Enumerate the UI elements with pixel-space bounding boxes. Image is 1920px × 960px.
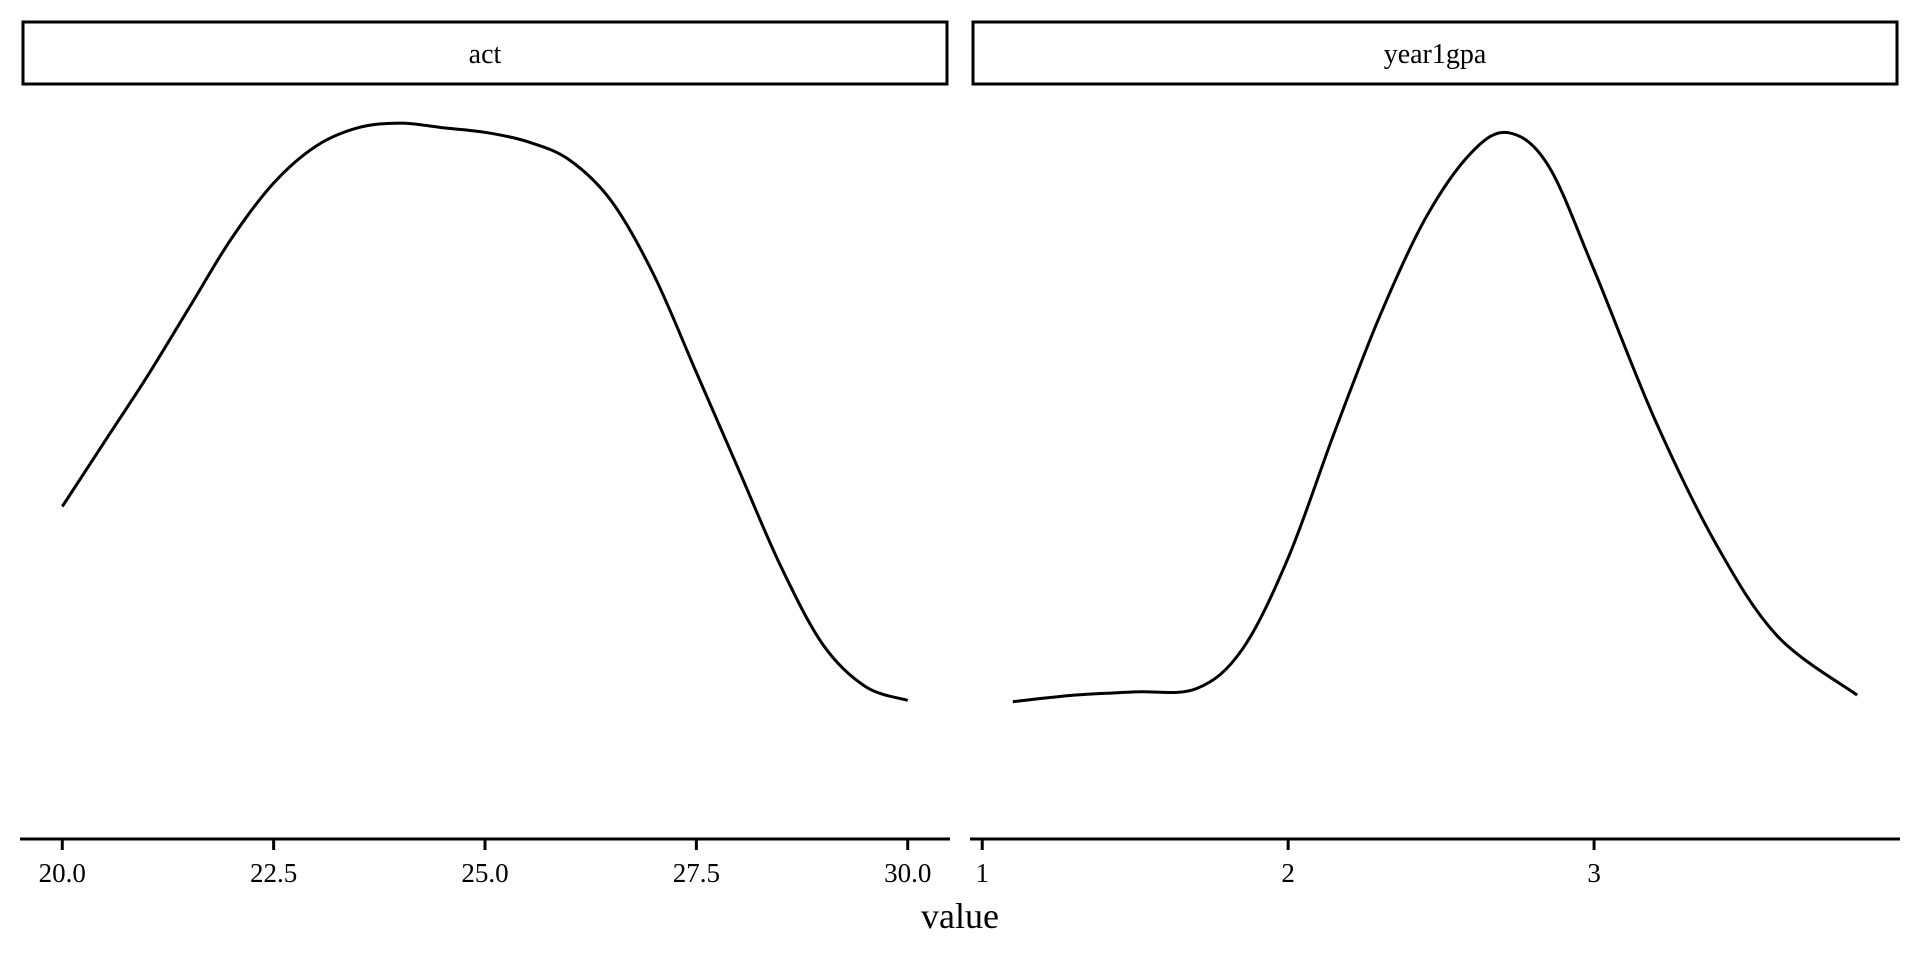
x-ticks-year1gpa: 1 2 3: [975, 839, 1601, 888]
panel-act: act 20.0 22.5 25.0 27.5 30.0: [20, 20, 950, 888]
x-tick-label: 27.5: [673, 858, 720, 888]
panel-year1gpa: year1gpa 1 2 3: [970, 20, 1900, 888]
x-tick-label: 3: [1587, 858, 1601, 888]
x-tick-label: 2: [1281, 858, 1295, 888]
x-tick-label: 25.0: [461, 858, 508, 888]
x-tick-label: 22.5: [250, 858, 297, 888]
x-tick-label: 1: [975, 858, 989, 888]
x-ticks-act: 20.0 22.5 25.0 27.5 30.0: [39, 839, 931, 888]
strip-act: [21, 20, 949, 86]
density-line-act: [61, 121, 909, 702]
density-line-year1gpa: [1012, 130, 1859, 704]
strip-year1gpa: [971, 20, 1899, 86]
x-tick-label: 30.0: [884, 858, 931, 888]
x-axis-label: value: [921, 896, 999, 936]
x-tick-label: 20.0: [39, 858, 86, 888]
strip-title-act: act: [469, 39, 502, 70]
strip-title-year1gpa: year1gpa: [1384, 39, 1487, 70]
